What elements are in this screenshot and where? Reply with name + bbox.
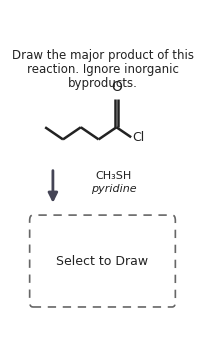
Text: pyridine: pyridine — [91, 184, 136, 194]
Text: Draw the major product of this: Draw the major product of this — [12, 49, 194, 62]
Text: Select to Draw: Select to Draw — [56, 254, 149, 267]
Text: CH₃SH: CH₃SH — [95, 171, 131, 181]
Text: Cl: Cl — [132, 131, 145, 144]
Text: reaction. Ignore inorganic: reaction. Ignore inorganic — [27, 63, 178, 76]
Text: byproducts.: byproducts. — [68, 77, 137, 90]
Text: O: O — [111, 80, 122, 94]
